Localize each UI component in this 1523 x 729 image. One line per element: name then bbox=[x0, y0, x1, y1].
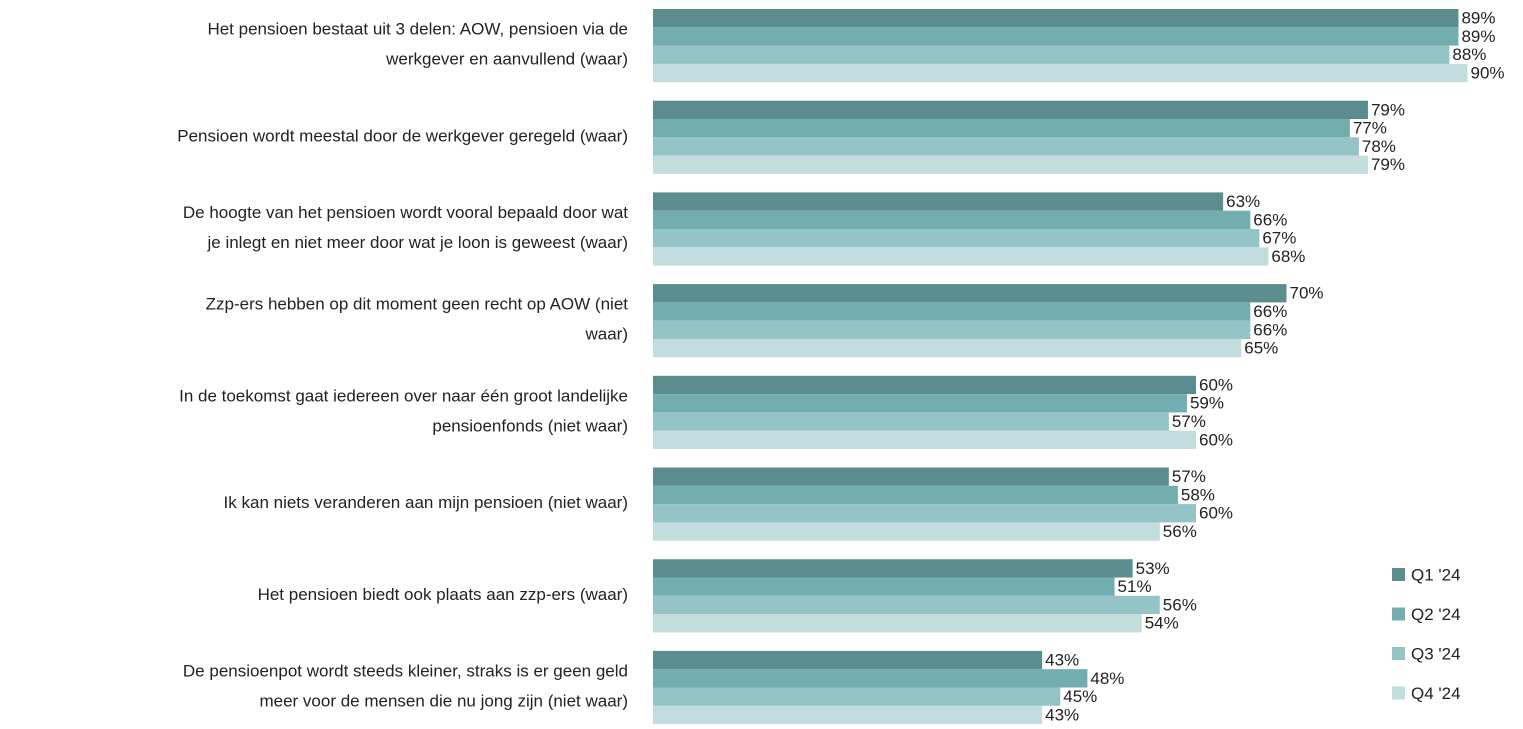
value-label: 43% bbox=[1045, 651, 1079, 670]
bar bbox=[653, 27, 1459, 46]
value-label: 60% bbox=[1199, 430, 1233, 449]
value-label: 89% bbox=[1461, 27, 1495, 46]
bar bbox=[653, 577, 1115, 596]
legend-swatch bbox=[1392, 568, 1405, 581]
bar bbox=[653, 687, 1061, 706]
value-label: 60% bbox=[1199, 375, 1233, 394]
legend-swatch bbox=[1392, 647, 1405, 660]
bar bbox=[653, 705, 1043, 725]
bar bbox=[653, 9, 1459, 28]
value-label: 53% bbox=[1136, 559, 1170, 578]
category-label: In de toekomst gaat iedereen over naar é… bbox=[179, 387, 628, 436]
value-label: 79% bbox=[1371, 100, 1405, 119]
category-label: Zzp-ers hebben op dit moment geen recht … bbox=[206, 295, 629, 344]
value-label: 66% bbox=[1253, 210, 1287, 229]
value-label: 66% bbox=[1253, 302, 1287, 321]
value-label: 51% bbox=[1118, 577, 1152, 596]
value-label: 45% bbox=[1063, 687, 1097, 706]
bar bbox=[653, 669, 1088, 688]
bar bbox=[653, 320, 1251, 339]
value-label: 79% bbox=[1371, 155, 1405, 174]
bar bbox=[653, 100, 1368, 119]
value-label: 58% bbox=[1181, 485, 1215, 504]
value-label: 88% bbox=[1452, 45, 1486, 64]
bar bbox=[653, 247, 1269, 266]
value-label: 63% bbox=[1226, 192, 1260, 211]
value-label: 43% bbox=[1045, 705, 1079, 724]
value-label: 57% bbox=[1172, 412, 1206, 431]
bar bbox=[653, 192, 1224, 211]
bar bbox=[653, 119, 1350, 138]
bar bbox=[653, 45, 1450, 64]
category-label: Pensioen wordt meestal door de werkgever… bbox=[177, 127, 628, 146]
bar bbox=[653, 210, 1251, 229]
legend-swatch bbox=[1392, 607, 1405, 621]
category-label: De pensioenpot wordt steeds kleiner, str… bbox=[183, 662, 628, 711]
legend-label: Q1 '24 bbox=[1411, 565, 1461, 584]
bar bbox=[653, 614, 1142, 633]
value-label: 78% bbox=[1362, 137, 1396, 156]
value-label: 56% bbox=[1163, 595, 1197, 614]
category-label: Het pensioen bestaat uit 3 delen: AOW, p… bbox=[207, 20, 628, 69]
bar bbox=[653, 339, 1242, 358]
value-label: 66% bbox=[1253, 320, 1287, 339]
value-label: 68% bbox=[1271, 247, 1305, 266]
bar bbox=[653, 375, 1196, 395]
bar bbox=[653, 155, 1368, 174]
bar bbox=[653, 430, 1196, 449]
bar bbox=[653, 412, 1169, 431]
bar bbox=[653, 504, 1196, 523]
bar bbox=[653, 137, 1359, 156]
value-label: 70% bbox=[1290, 284, 1324, 303]
bar bbox=[653, 595, 1160, 615]
bar bbox=[653, 485, 1178, 505]
value-label: 57% bbox=[1172, 467, 1206, 486]
value-label: 60% bbox=[1199, 504, 1233, 523]
bar bbox=[653, 63, 1468, 83]
legend-label: Q4 '24 bbox=[1411, 684, 1461, 703]
value-label: 77% bbox=[1353, 119, 1387, 138]
bar bbox=[653, 229, 1260, 248]
bar bbox=[653, 522, 1160, 541]
bar bbox=[653, 302, 1251, 321]
value-label: 56% bbox=[1163, 522, 1197, 541]
bar bbox=[653, 284, 1287, 303]
legend-label: Q2 '24 bbox=[1411, 605, 1461, 624]
bar bbox=[653, 650, 1043, 670]
bar bbox=[653, 394, 1187, 413]
value-label: 89% bbox=[1461, 9, 1495, 28]
legend-swatch bbox=[1392, 686, 1405, 700]
legend-label: Q3 '24 bbox=[1411, 644, 1461, 663]
bar bbox=[653, 467, 1169, 486]
value-label: 67% bbox=[1262, 229, 1296, 248]
value-label: 65% bbox=[1244, 339, 1278, 358]
value-label: 54% bbox=[1145, 614, 1179, 633]
value-label: 48% bbox=[1090, 669, 1124, 688]
category-label: De hoogte van het pensioen wordt vooral … bbox=[183, 203, 628, 252]
category-label: Ik kan niets veranderen aan mijn pensioe… bbox=[224, 494, 628, 513]
bar bbox=[653, 559, 1133, 578]
value-label: 90% bbox=[1471, 64, 1505, 83]
category-label: Het pensioen biedt ook plaats aan zzp-er… bbox=[258, 585, 628, 604]
value-label: 59% bbox=[1190, 394, 1224, 413]
